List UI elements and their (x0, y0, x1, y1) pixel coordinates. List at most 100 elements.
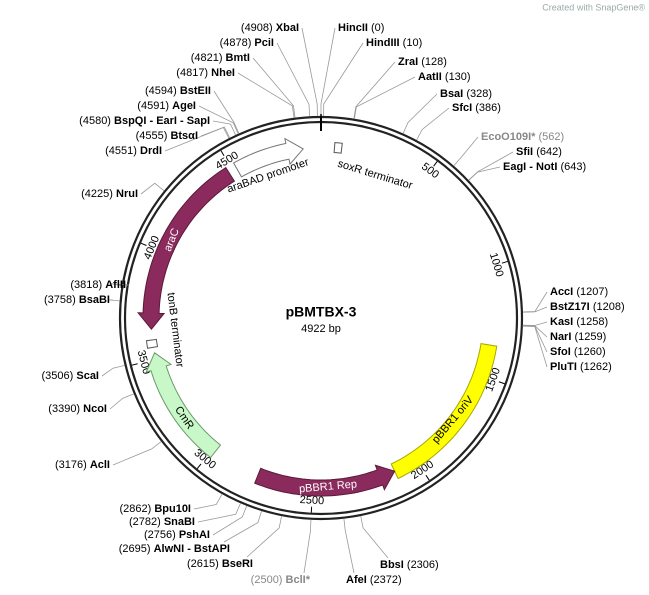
enzyme-position: (4908) (241, 22, 273, 34)
enzyme-line (522, 325, 548, 368)
enzyme-name: NarI (550, 331, 571, 343)
enzyme-line (198, 105, 239, 134)
enzyme-label: (2500) BclI* (251, 574, 311, 586)
enzyme-line (343, 518, 355, 574)
tick-mark (131, 363, 138, 366)
feature-arrow (254, 464, 396, 497)
enzyme-name: KasI (550, 316, 573, 328)
enzyme-label: HincII (0) (338, 22, 384, 34)
feature-arrow (232, 137, 304, 178)
enzyme-position: (4555) (136, 130, 168, 142)
enzyme-label: (4225) NruI (81, 188, 138, 200)
enzyme-line (522, 306, 548, 313)
enzyme-position: (3176) (55, 459, 87, 471)
tick-mark (220, 150, 225, 157)
enzyme-label: (4817) NheI (176, 67, 235, 79)
feature-arrow (333, 142, 343, 154)
enzyme-name: BspQI - EarI - SapI (114, 115, 210, 127)
enzyme-position: (3506) (42, 370, 74, 382)
enzyme-label: (4591) AgeI (137, 100, 196, 112)
enzyme-name: NcoI (83, 403, 107, 415)
enzyme-line (402, 93, 438, 134)
enzyme-name: BbsI (380, 559, 404, 571)
enzyme-position: (128) (421, 56, 447, 68)
enzyme-line (200, 126, 231, 138)
enzyme-name: PshAI (179, 529, 210, 541)
tick-mark (498, 381, 505, 385)
enzyme-line (276, 42, 311, 117)
enzyme-name: BseRI (222, 558, 253, 570)
enzyme-position: (0) (371, 22, 384, 34)
enzyme-position: (1207) (576, 286, 608, 298)
enzyme-position: (4817) (176, 67, 208, 79)
enzyme-name: SnaBI (164, 516, 195, 528)
tick-mark (433, 161, 438, 167)
enzyme-label: (3758) BsaBI (44, 294, 110, 306)
enzyme-line (101, 364, 125, 377)
tick-mark (425, 474, 430, 481)
enzyme-label: SfiI (642) (516, 146, 562, 158)
enzyme-line (320, 27, 336, 116)
enzyme-name: Bpu10I (154, 503, 191, 515)
enzyme-line (109, 393, 134, 410)
enzyme-position: (4878) (220, 37, 252, 49)
enzyme-position: (4551) (105, 145, 137, 157)
enzyme-line (140, 182, 165, 195)
enzyme-name: NheI (211, 67, 235, 79)
enzyme-label: HindIII (10) (366, 37, 422, 49)
enzyme-name: BsaBI (79, 294, 110, 306)
tick-mark (196, 463, 202, 469)
feature-label: soxR terminator (336, 158, 414, 192)
enzyme-name: BstEII (180, 85, 211, 97)
enzyme-label: AccI (1207) (550, 286, 608, 298)
enzyme-label: BbsI (2306) (380, 559, 439, 571)
enzyme-name: BsaI (440, 88, 463, 100)
enzyme-label: (4878) PciI (220, 37, 274, 49)
enzyme-label: (2862) Bpu10I (119, 503, 191, 515)
enzyme-position: (2372) (370, 574, 402, 586)
enzyme-name: BstZ17I (550, 301, 590, 313)
enzyme-position: (2615) (187, 558, 219, 570)
enzyme-position: (3818) (70, 279, 102, 291)
enzyme-line (237, 72, 295, 118)
feature-arrow (390, 343, 498, 480)
enzyme-name: AlwNI - BstAPI (154, 543, 230, 555)
enzyme-position: (10) (403, 37, 423, 49)
enzyme-label: (3506) ScaI (42, 370, 100, 382)
tick-label: 2500 (299, 494, 324, 507)
enzyme-line (522, 291, 548, 313)
enzyme-position: (1208) (593, 301, 625, 313)
enzyme-name: AflII (105, 279, 126, 291)
enzyme-position: (1262) (580, 361, 612, 373)
enzyme-line (212, 120, 236, 136)
enzyme-line (107, 299, 120, 302)
tick-mark (501, 260, 508, 264)
enzyme-name: AclI (90, 459, 110, 471)
enzyme-position: (4821) (191, 52, 223, 64)
enzyme-label: (2695) AlwNI - BstAPI (119, 543, 230, 555)
enzyme-position: (3758) (44, 294, 76, 306)
enzyme-name: EcoO109I* (481, 131, 536, 143)
enzyme-label: NarI (1259) (550, 331, 606, 343)
enzyme-line (522, 321, 548, 326)
enzyme-line (197, 503, 241, 523)
enzyme-label: ZraI (128) (398, 56, 447, 68)
enzyme-name: XbaI (276, 22, 299, 34)
enzyme-name: AgeI (172, 100, 196, 112)
enzyme-line (252, 57, 296, 118)
tick-label: 1000 (487, 251, 506, 278)
enzyme-label: SfcI (386) (452, 102, 501, 114)
enzyme-line (453, 136, 479, 167)
enzyme-label: (3390) NcoI (48, 403, 107, 415)
enzyme-label: (4580) BspQI - EarI - SapI (79, 115, 210, 127)
enzyme-name: BtsαI (170, 130, 198, 142)
enzyme-name: SfoI (550, 346, 571, 358)
enzyme-label: (3176) AclI (55, 459, 110, 471)
enzyme-position: (562) (538, 131, 564, 143)
enzyme-position: (4591) (137, 100, 169, 112)
feature-arrow (137, 166, 236, 330)
enzyme-line (353, 61, 396, 119)
enzyme-label: (4821) BmtI (191, 52, 250, 64)
enzyme-label: (2782) SnaBI (129, 516, 195, 528)
